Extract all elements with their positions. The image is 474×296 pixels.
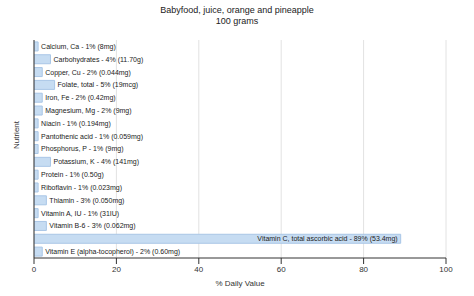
svg-text:20: 20 (112, 265, 121, 274)
svg-text:Copper, Cu - 2% (0.044mg): Copper, Cu - 2% (0.044mg) (45, 69, 131, 77)
svg-text:Calcium, Ca - 1% (8mg): Calcium, Ca - 1% (8mg) (41, 43, 116, 51)
html-text:Babyfood, juice, orange and pi: Babyfood, juice, orange and pineapple (160, 5, 314, 15)
svg-text:Nutrient: Nutrient (12, 120, 21, 149)
svg-text:80: 80 (359, 265, 368, 274)
svg-text:Vitamin C, total ascorbic acid: Vitamin C, total ascorbic acid - 89% (53… (257, 235, 397, 243)
svg-text:Vitamin E (alpha-tocopherol) -: Vitamin E (alpha-tocopherol) - 2% (0.60m… (45, 248, 180, 256)
svg-text:Iron, Fe - 2% (0.42mg): Iron, Fe - 2% (0.42mg) (45, 94, 115, 102)
svg-text:Magnesium, Mg - 2% (9mg): Magnesium, Mg - 2% (9mg) (45, 107, 131, 115)
svg-text:Pantothenic acid - 1% (0.059mg: Pantothenic acid - 1% (0.059mg) (41, 133, 143, 141)
svg-text:60: 60 (277, 265, 286, 274)
svg-text:% Daily Value: % Daily Value (215, 279, 265, 288)
svg-text:Vitamin A, IU - 1% (31IU): Vitamin A, IU - 1% (31IU) (41, 210, 119, 218)
svg-text:Phosphorus, P - 1% (9mg): Phosphorus, P - 1% (9mg) (41, 145, 123, 153)
svg-text:Riboflavin - 1% (0.023mg): Riboflavin - 1% (0.023mg) (41, 184, 122, 192)
svg-text:Vitamin B-6 - 3% (0.062mg): Vitamin B-6 - 3% (0.062mg) (49, 222, 135, 230)
svg-text:Thiamin - 3% (0.050mg): Thiamin - 3% (0.050mg) (49, 197, 124, 205)
svg-text:Potassium, K - 4% (141mg): Potassium, K - 4% (141mg) (53, 158, 139, 166)
svg-text:Carbohydrates - 4% (11.70g): Carbohydrates - 4% (11.70g) (53, 56, 143, 64)
svg-text:100: 100 (439, 265, 453, 274)
svg-text:Folate, total - 5% (19mcg): Folate, total - 5% (19mcg) (58, 81, 139, 89)
svg-text:0: 0 (32, 265, 37, 274)
html-text:100 grams: 100 grams (215, 16, 259, 26)
svg-text:40: 40 (194, 265, 203, 274)
svg-text:Protein - 1% (0.50g): Protein - 1% (0.50g) (41, 171, 104, 179)
svg-text:Niacin - 1% (0.194mg): Niacin - 1% (0.194mg) (41, 120, 111, 128)
